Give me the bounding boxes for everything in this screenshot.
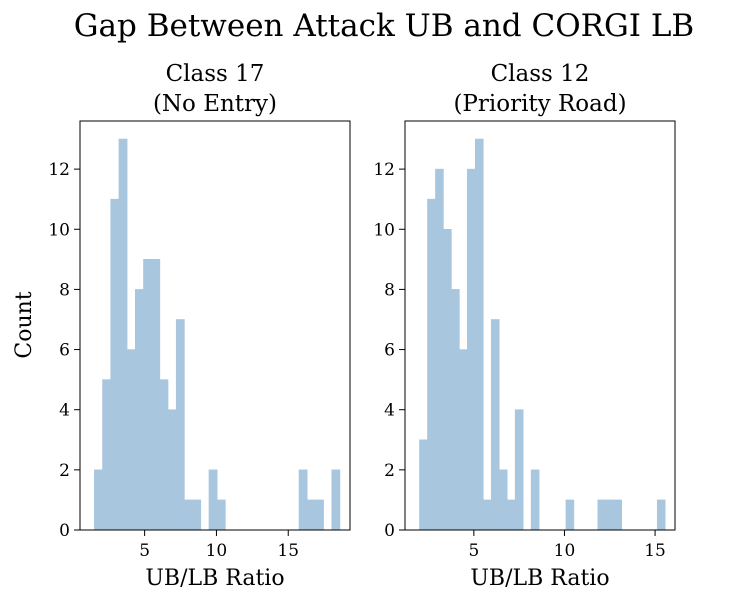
histogram-bar — [427, 198, 436, 531]
x-axis-label: UB/LB Ratio — [145, 566, 284, 591]
x-axis-ticks: 5 10 15 — [468, 530, 666, 561]
subplot-title-line-1: Class 17 — [166, 61, 265, 87]
histogram-bar — [118, 138, 128, 531]
histogram-bar — [94, 469, 103, 531]
histogram-bar — [613, 499, 623, 531]
x-tick-label: 5 — [468, 541, 479, 561]
histogram-bar — [102, 379, 112, 531]
histogram-bars — [419, 138, 666, 531]
histogram-bar — [184, 499, 193, 531]
histogram-bar — [175, 319, 185, 531]
figure-title: Gap Between Attack UB and CORGI LB — [74, 8, 694, 44]
y-axis-label: Count — [12, 291, 37, 358]
histogram-bar — [331, 469, 341, 531]
subplot-title-line-2: (Priority Road) — [453, 91, 626, 117]
x-tick-label: 10 — [554, 541, 576, 561]
histogram-bar — [482, 499, 492, 531]
histogram-bar — [514, 409, 524, 531]
histogram-bar — [151, 259, 161, 531]
histogram-bar — [490, 319, 500, 531]
y-tick-label: 6 — [384, 341, 395, 361]
y-tick-label: 0 — [384, 521, 395, 541]
histogram-bar — [167, 409, 177, 531]
histogram-bar — [506, 499, 516, 531]
histogram-bar — [597, 499, 607, 531]
histogram-bar — [134, 289, 144, 531]
histogram-bar — [565, 499, 575, 531]
plot-frame — [79, 120, 351, 531]
histogram-bars — [94, 138, 341, 531]
histogram-bar — [459, 349, 468, 531]
subplot-title-line-1: Class 12 — [491, 61, 590, 87]
histogram-bar — [498, 469, 508, 531]
histogram-bar — [315, 499, 324, 531]
y-tick-label: 6 — [59, 341, 70, 361]
x-axis-label: UB/LB Ratio — [470, 566, 609, 591]
y-tick-label: 8 — [384, 280, 395, 300]
y-tick-label: 2 — [59, 461, 70, 481]
y-axis-ticks: 0 2 4 6 8 10 12 — [373, 160, 405, 541]
y-tick-label: 8 — [59, 280, 70, 300]
histogram-bar — [298, 469, 308, 531]
histogram-bar — [530, 469, 540, 531]
x-tick-label: 15 — [277, 541, 299, 561]
histogram-bar — [143, 259, 152, 531]
subplot-class-12: Class 12 (Priority Road) 5 10 15 0 2 4 6 8 10 12… — [373, 61, 676, 591]
y-tick-label: 2 — [384, 461, 395, 481]
subplot-title-line-2: (No Entry) — [153, 91, 277, 117]
histogram-bar — [192, 499, 202, 531]
histogram-bar — [605, 499, 615, 531]
y-tick-label: 4 — [59, 401, 70, 421]
histogram-bar — [306, 499, 316, 531]
histogram-bar — [435, 168, 444, 531]
subplot-class-17: Class 17 (No Entry) 5 10 15 0 2 4 6 8 10 12 UB/L… — [48, 61, 351, 591]
histogram-bar — [656, 499, 666, 531]
x-tick-label: 5 — [139, 541, 150, 561]
plot-frame — [404, 120, 676, 531]
histogram-bar — [451, 289, 460, 531]
y-tick-label: 10 — [373, 220, 395, 240]
histogram-bar — [208, 469, 218, 531]
y-axis-ticks: 0 2 4 6 8 10 12 — [48, 160, 80, 541]
x-axis-ticks: 5 10 15 — [139, 530, 299, 561]
histogram-bar — [126, 349, 136, 531]
y-tick-label: 12 — [48, 160, 70, 180]
histogram-bar — [159, 379, 169, 531]
histogram-bar — [443, 228, 452, 531]
histogram-bar — [475, 138, 484, 531]
y-tick-label: 4 — [384, 401, 395, 421]
y-tick-label: 10 — [48, 220, 70, 240]
x-tick-label: 15 — [644, 541, 666, 561]
histogram-bar — [216, 499, 226, 531]
y-tick-label: 12 — [373, 160, 395, 180]
x-tick-label: 10 — [206, 541, 228, 561]
histogram-bar — [419, 439, 428, 531]
y-tick-label: 0 — [59, 521, 70, 541]
histogram-bar — [110, 198, 120, 531]
histogram-bar — [467, 168, 476, 531]
